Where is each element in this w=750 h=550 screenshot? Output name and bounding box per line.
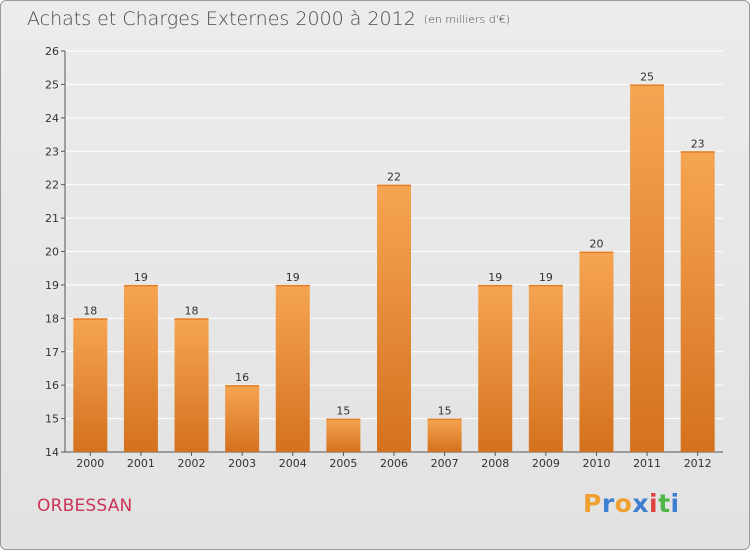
bar	[123, 284, 158, 452]
bar	[528, 284, 563, 452]
bar-top-edge	[275, 284, 310, 287]
bar-top-edge	[579, 251, 614, 253]
bar	[225, 385, 260, 452]
bar-top-edge	[528, 284, 563, 287]
bar-value-label: 23	[691, 137, 705, 150]
bar-top-edge	[326, 418, 361, 421]
bar	[377, 184, 411, 452]
x-tick-label: 2003	[228, 457, 256, 470]
bar	[579, 251, 614, 452]
y-tick-label: 19	[45, 279, 59, 292]
bar	[630, 84, 665, 453]
bar-value-label: 16	[235, 371, 249, 384]
brand-letter: i	[670, 489, 680, 518]
brand-letter: P	[583, 489, 602, 518]
x-tick-label: 2010	[582, 457, 610, 470]
bar-top-edge	[174, 318, 209, 320]
bar-top-edge	[377, 184, 411, 187]
bar-top-edge	[478, 284, 513, 287]
bar-value-label: 19	[134, 271, 148, 284]
bar-value-label: 19	[488, 271, 502, 284]
y-tick-label: 16	[45, 379, 59, 392]
bar-top-edge	[225, 385, 260, 387]
bar-value-label: 19	[539, 271, 553, 284]
y-tick-label: 23	[45, 145, 59, 158]
y-tick-label: 17	[45, 346, 59, 359]
bar	[326, 418, 361, 452]
chart-title-text: Achats et Charges Externes 2000 à 2012	[27, 8, 416, 30]
y-tick-label: 14	[45, 446, 59, 459]
y-tick-label: 25	[45, 78, 59, 91]
bar	[275, 284, 310, 452]
bar-value-label: 18	[83, 304, 97, 317]
x-tick-label: 2006	[380, 457, 408, 470]
bar-top-edge	[680, 151, 715, 153]
chart-title: Achats et Charges Externes 2000 à 2012 (e…	[27, 8, 510, 30]
bar-value-label: 15	[438, 405, 452, 418]
x-tick-label: 2011	[633, 457, 661, 470]
y-tick-label: 21	[45, 212, 59, 225]
bar-top-edge	[427, 418, 462, 421]
x-tick-label: 2002	[178, 457, 206, 470]
proxiti-logo[interactable]: Proxiti	[583, 489, 680, 518]
bar-value-label: 20	[589, 238, 603, 251]
chart-unit: (en milliers d'€)	[423, 13, 511, 26]
bar-value-label: 15	[336, 405, 350, 418]
x-tick-label: 2008	[481, 457, 509, 470]
x-tick-label: 2012	[684, 457, 712, 470]
y-tick-label: 20	[45, 246, 59, 259]
x-tick-label: 2005	[329, 457, 357, 470]
y-tick-label: 26	[45, 45, 59, 58]
x-tick-label: 2009	[532, 457, 560, 470]
x-tick-label: 2000	[76, 457, 104, 470]
commune-name: ORBESSAN	[37, 496, 133, 516]
bar	[73, 318, 108, 452]
bar-value-label: 19	[286, 271, 300, 284]
bar-top-edge	[630, 84, 665, 86]
y-tick-label: 18	[45, 312, 59, 325]
brand-letter: o	[614, 489, 633, 518]
x-tick-label: 2007	[431, 457, 459, 470]
x-tick-label: 2004	[279, 457, 307, 470]
y-tick-label: 15	[45, 413, 59, 426]
bar	[680, 151, 715, 452]
brand-letter: t	[658, 489, 671, 518]
bars	[73, 84, 715, 453]
bar	[174, 318, 209, 452]
brand-letter: r	[601, 489, 615, 518]
brand-letter: i	[649, 489, 659, 518]
bar-top-edge	[123, 284, 158, 287]
bar-value-label: 18	[185, 304, 199, 317]
bar-value-label: 22	[387, 171, 401, 184]
bar-top-edge	[73, 318, 108, 320]
y-tick-label: 22	[45, 179, 59, 192]
x-tick-label: 2001	[127, 457, 155, 470]
labels: 2000 18 2001 19 2002 18 2003 16 2004 19 2005 15 2006…	[76, 70, 711, 470]
bar	[478, 284, 513, 452]
brand-letter: x	[632, 489, 649, 518]
bar-value-label: 25	[640, 70, 654, 83]
bar	[427, 418, 462, 452]
y-tick-label: 24	[45, 112, 59, 125]
